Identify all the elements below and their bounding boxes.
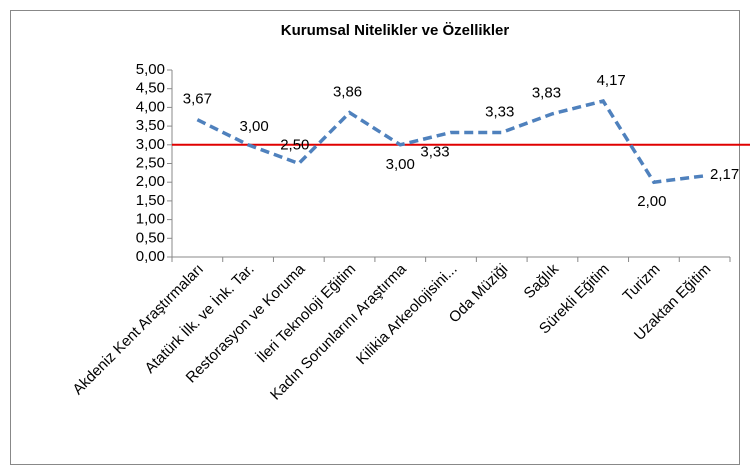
data-label: 3,33 [420, 143, 449, 160]
data-label: 3,86 [333, 84, 362, 101]
y-tick-label: 0,00 [136, 248, 165, 265]
y-tick-label: 1,00 [136, 211, 165, 228]
y-tick-label: 1,50 [136, 192, 165, 209]
data-label: 2,00 [637, 193, 666, 210]
y-tick-label: 5,00 [136, 61, 165, 78]
data-label: 2,17 [710, 166, 739, 183]
data-label: 3,83 [532, 85, 561, 102]
y-tick-label: 4,00 [136, 98, 165, 115]
data-label: 4,17 [597, 72, 626, 89]
y-tick-label: 0,50 [136, 229, 165, 246]
y-tick-label: 4,50 [136, 80, 165, 97]
y-tick-label: 2,00 [136, 173, 165, 190]
y-tick-label: 3,50 [136, 117, 165, 134]
data-label: 3,67 [183, 91, 212, 108]
chart-frame [10, 10, 740, 465]
data-label: 3,00 [386, 156, 415, 173]
data-label: 3,33 [485, 103, 514, 120]
series-line [196, 99, 705, 185]
y-tick-label: 3,00 [136, 136, 165, 153]
chart-title: Kurumsal Nitelikler ve Özellikler [281, 22, 510, 39]
data-label: 2,50 [280, 136, 309, 153]
data-label: 3,00 [239, 118, 268, 135]
y-tick-label: 2,50 [136, 154, 165, 171]
